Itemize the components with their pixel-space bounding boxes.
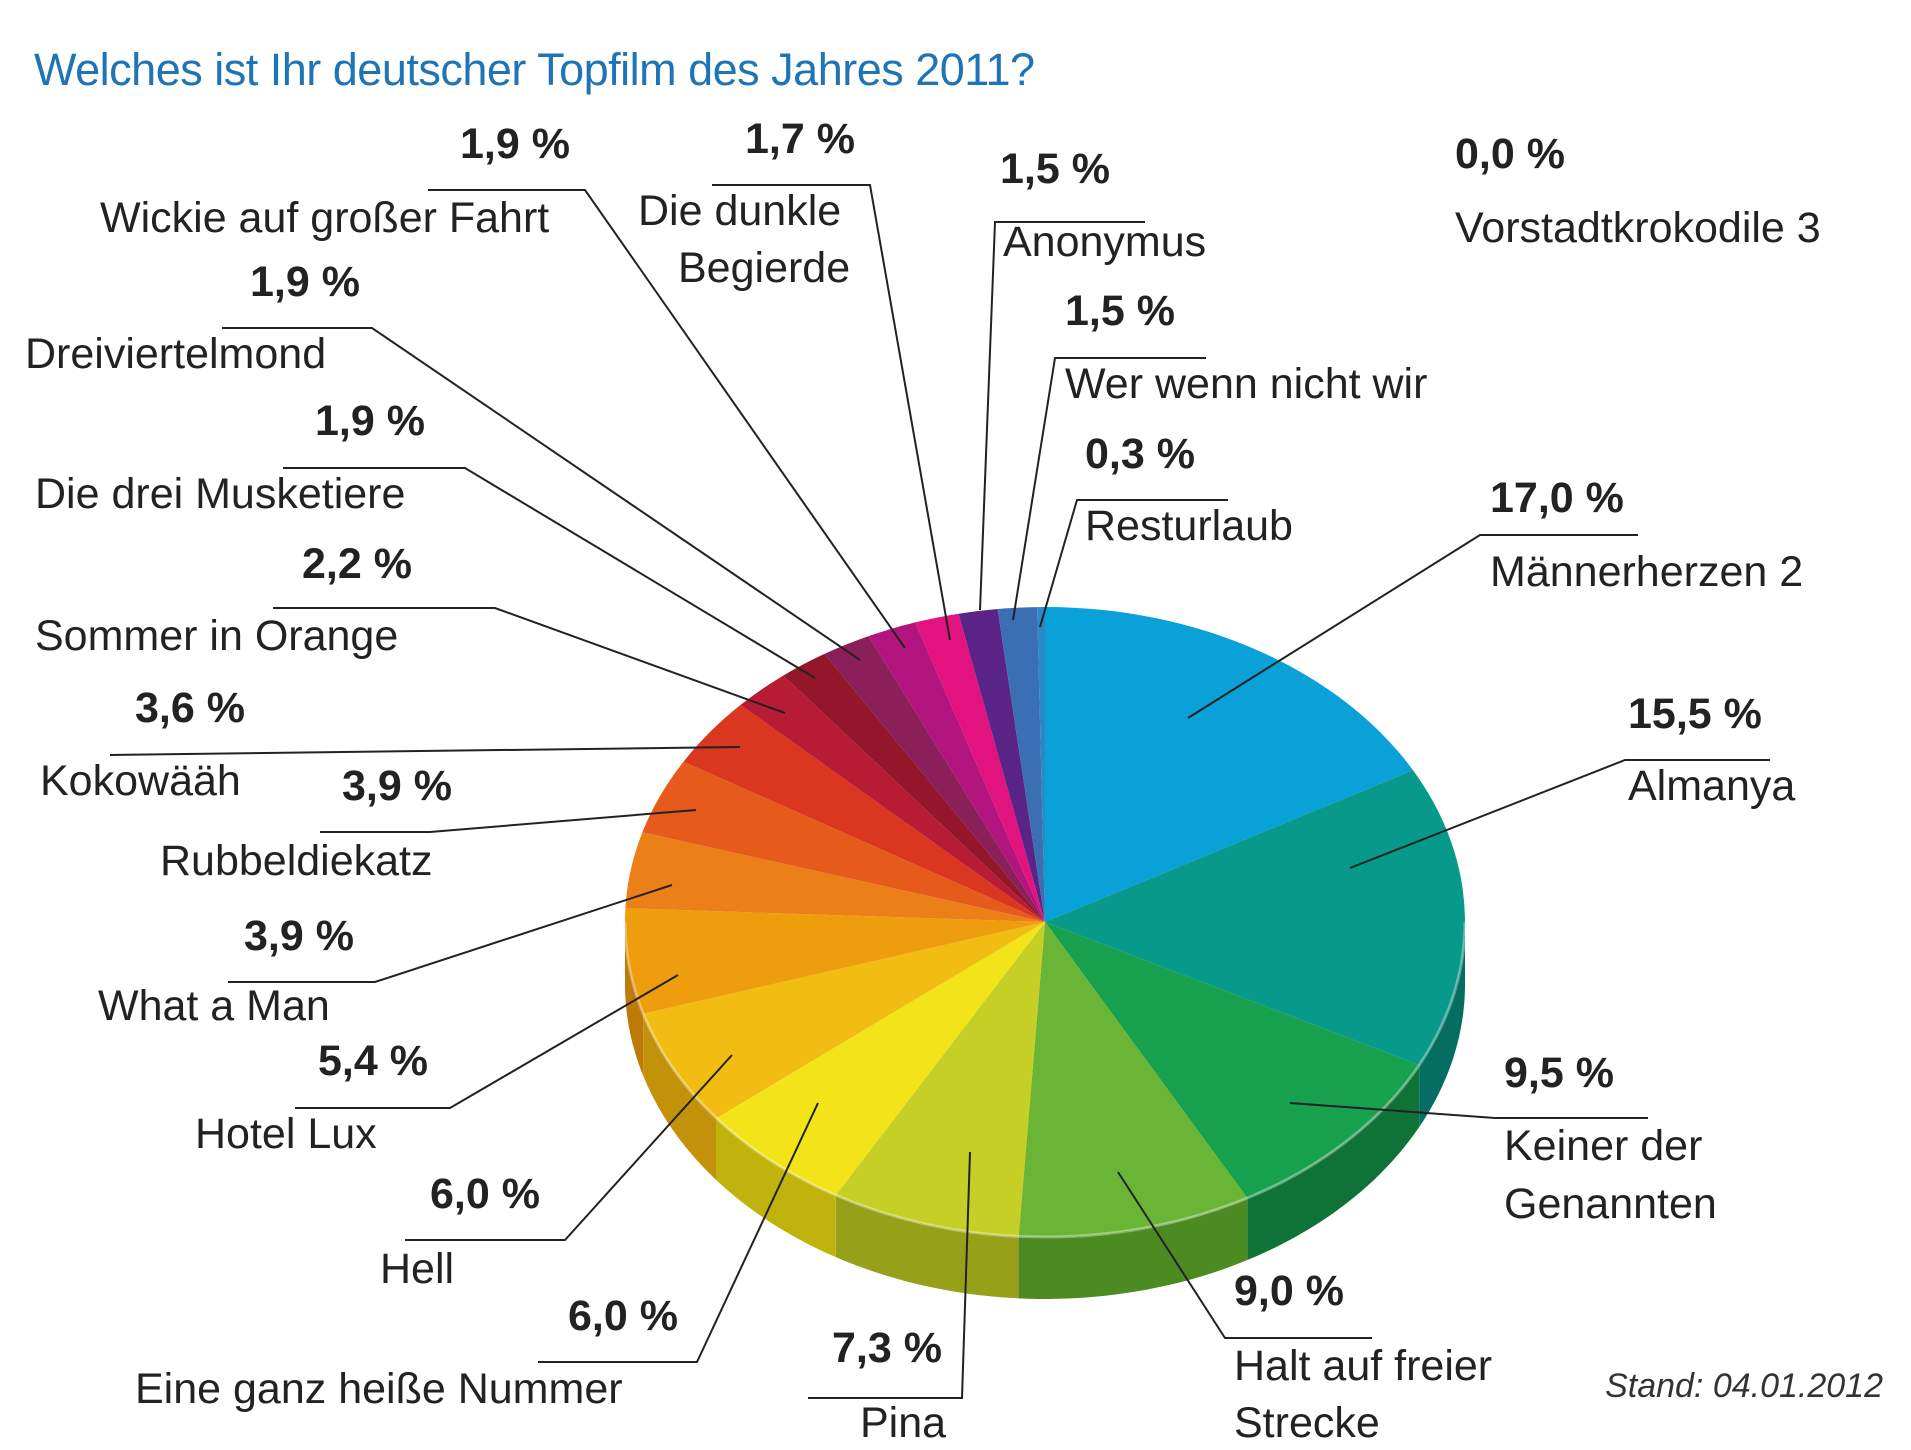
slice-name-label-5: Eine ganz heiße Nummer bbox=[135, 1365, 623, 1413]
slice-value-label-17: 1,5 % bbox=[1065, 287, 1175, 335]
slice-name-label-6: Hell bbox=[380, 1245, 454, 1293]
pie-slice-16 bbox=[958, 609, 1045, 922]
pie-slice-3 bbox=[1018, 922, 1248, 1238]
slice-value-label-1: 15,5 % bbox=[1628, 690, 1762, 738]
pie-slice-11 bbox=[740, 675, 1045, 922]
pie-side-2 bbox=[1247, 1065, 1420, 1260]
pie-side-5 bbox=[716, 1118, 836, 1258]
leader-line-1 bbox=[1349, 759, 1770, 869]
slice-value-label-2: 9,5 % bbox=[1504, 1049, 1614, 1097]
slice-value-label-0: 17,0 % bbox=[1490, 474, 1624, 522]
leader-line-18 bbox=[1039, 499, 1228, 628]
leader-line-4 bbox=[808, 1151, 971, 1399]
slice-name-label-12: Die drei Musketiere bbox=[35, 470, 405, 518]
slice-name-label-17: Wer wenn nicht wir bbox=[1065, 360, 1427, 408]
slice-value-label-3: 9,0 % bbox=[1234, 1267, 1344, 1315]
slice-value-label-12: 1,9 % bbox=[315, 397, 425, 445]
slice-value-label-6: 6,0 % bbox=[430, 1170, 540, 1218]
leader-line-2 bbox=[1289, 1102, 1648, 1119]
slice-name-label-15-line2: Begierde bbox=[678, 244, 850, 292]
pie-side-1 bbox=[1419, 922, 1465, 1127]
chart-title: Welches ist Ihr deutscher Topfilm des Ja… bbox=[34, 44, 1035, 95]
pie-slice-12 bbox=[783, 653, 1045, 922]
pie-slice-5 bbox=[716, 922, 1045, 1196]
stand-note: Stand: 04.01.2012 bbox=[1605, 1367, 1883, 1405]
slice-value-label-7: 5,4 % bbox=[318, 1037, 428, 1085]
leader-lines bbox=[109, 184, 1770, 1399]
leader-line-3 bbox=[1117, 1171, 1372, 1339]
pie-slice-18 bbox=[1037, 607, 1045, 922]
slice-name-label-3: Halt auf freier bbox=[1234, 1342, 1492, 1390]
slice-name-label-13: Dreiviertelmond bbox=[25, 330, 326, 378]
pie-slice-17 bbox=[997, 607, 1045, 922]
pie-slice-8 bbox=[625, 832, 1045, 922]
pie-slice-10 bbox=[683, 704, 1045, 922]
pie-slice-15 bbox=[915, 613, 1045, 922]
leader-line-11 bbox=[273, 607, 786, 714]
slice-name-label-10: Kokowääh bbox=[40, 757, 241, 805]
slice-value-label-11: 2,2 % bbox=[302, 540, 412, 588]
leader-line-17 bbox=[1012, 357, 1206, 621]
pie-rim bbox=[623, 921, 1467, 1239]
slice-value-label-9: 3,9 % bbox=[342, 762, 452, 810]
slice-value-label-13: 1,9 % bbox=[250, 258, 360, 306]
slice-name-label-18: Resturlaub bbox=[1085, 502, 1293, 550]
pie-side-6 bbox=[643, 1013, 717, 1181]
pie-slice-1 bbox=[1045, 770, 1465, 1065]
pie-side-3 bbox=[1018, 1198, 1248, 1299]
slice-name-label-2-line2: Genannten bbox=[1504, 1180, 1717, 1228]
slice-name-label-4: Pina bbox=[860, 1399, 946, 1447]
pie-slice-2 bbox=[1045, 922, 1420, 1198]
slice-name-label-7: Hotel Lux bbox=[195, 1110, 377, 1158]
slice-value-label-4: 7,3 % bbox=[832, 1324, 942, 1372]
pie-slice-9 bbox=[642, 761, 1045, 922]
leader-line-15 bbox=[712, 184, 951, 641]
leader-line-0 bbox=[1187, 534, 1638, 719]
slice-name-label-3-line2: Strecke bbox=[1234, 1399, 1380, 1447]
slice-name-label-16: Anonymus bbox=[1003, 218, 1206, 266]
pie-slice-4 bbox=[835, 922, 1045, 1237]
slice-name-label-2: Keiner der bbox=[1504, 1122, 1702, 1170]
slice-name-label-19: Vorstadtkrokodile 3 bbox=[1455, 204, 1821, 252]
slice-value-label-14: 1,9 % bbox=[460, 120, 570, 168]
leader-line-8 bbox=[228, 884, 673, 983]
pie-slice-0 bbox=[1045, 607, 1413, 922]
slice-value-label-16: 1,5 % bbox=[1000, 145, 1110, 193]
slice-name-label-15: Die dunkle bbox=[638, 187, 841, 235]
pie-slice-13 bbox=[824, 636, 1045, 922]
slice-value-label-8: 3,9 % bbox=[244, 912, 354, 960]
slice-value-label-5: 6,0 % bbox=[568, 1292, 678, 1340]
slice-name-label-9: Rubbeldiekatz bbox=[160, 837, 433, 885]
pie-slice-14 bbox=[868, 622, 1045, 922]
slice-value-label-18: 0,3 % bbox=[1085, 430, 1195, 478]
slice-value-label-10: 3,6 % bbox=[135, 684, 245, 732]
slice-name-label-1: Almanya bbox=[1628, 762, 1795, 810]
leader-line-10 bbox=[109, 746, 741, 756]
slice-name-label-0: Männerherzen 2 bbox=[1490, 548, 1803, 596]
leader-line-9 bbox=[320, 809, 697, 833]
pie-slice-6 bbox=[643, 922, 1045, 1119]
leader-line-13 bbox=[222, 327, 861, 661]
pie-side-4 bbox=[835, 1195, 1019, 1299]
pie-slices bbox=[623, 607, 1467, 1239]
leader-line-14 bbox=[428, 189, 906, 649]
slice-name-label-14: Wickie auf großer Fahrt bbox=[100, 194, 549, 242]
leader-line-12 bbox=[283, 467, 816, 679]
slice-labels: 17,0 % Männerherzen 2 15,5 % Almanya 9,5 % Ke… bbox=[25, 115, 1821, 1447]
leader-line-6 bbox=[405, 1054, 733, 1241]
leader-line-5 bbox=[538, 1102, 819, 1363]
leader-line-16 bbox=[979, 221, 1145, 611]
slice-name-label-11: Sommer in Orange bbox=[35, 612, 398, 660]
leader-line-7 bbox=[295, 974, 679, 1109]
pie-slice-7 bbox=[624, 908, 1045, 1014]
slice-name-label-8: What a Man bbox=[98, 982, 330, 1030]
slice-value-label-15: 1,7 % bbox=[745, 115, 855, 163]
slice-value-label-19: 0,0 % bbox=[1455, 130, 1565, 178]
pie-side-7 bbox=[625, 922, 644, 1076]
pie-sides bbox=[625, 922, 1465, 1299]
